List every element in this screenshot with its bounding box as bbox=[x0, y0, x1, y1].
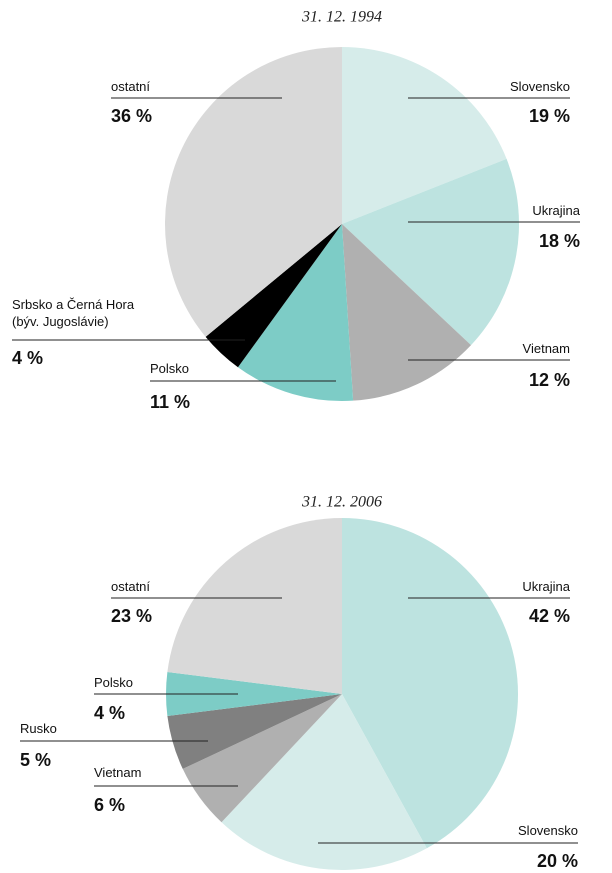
pie-slice bbox=[237, 224, 354, 401]
slice-label: Srbsko a Černá Hora (býv. Jugoslávie) bbox=[12, 297, 135, 329]
pie-slice bbox=[166, 671, 342, 717]
slice-label: Vietnam bbox=[94, 765, 142, 780]
slice-label: Ukrajina bbox=[532, 203, 580, 218]
slice-value-label: 4 % bbox=[12, 348, 44, 368]
pie-slice bbox=[165, 46, 342, 337]
slice-value-label: 23 % bbox=[111, 606, 153, 626]
pie-slice bbox=[342, 158, 519, 346]
slice-label: Vietnam bbox=[522, 341, 570, 356]
slice-value-label: 18 % bbox=[538, 231, 580, 251]
pie-slice bbox=[342, 518, 518, 849]
slice-value-label: 12 % bbox=[528, 370, 570, 390]
slice-label: Polsko bbox=[94, 675, 134, 690]
slice-value-label: 11 % bbox=[150, 392, 191, 412]
pie-slice bbox=[342, 47, 507, 224]
slice-label: ostatní bbox=[111, 79, 151, 94]
pie-slice bbox=[342, 224, 472, 401]
slice-label: Rusko bbox=[20, 721, 57, 736]
slice-value-label: 4 % bbox=[94, 703, 126, 723]
slice-label: Ukrajina bbox=[522, 579, 570, 594]
pie-slice bbox=[182, 694, 342, 823]
pie-slice bbox=[221, 694, 427, 870]
slice-value-label: 6 % bbox=[94, 795, 126, 815]
slice-label: ostatní bbox=[111, 579, 151, 594]
chart-title: 31. 12. 1994 bbox=[301, 9, 382, 26]
slice-label: Polsko bbox=[150, 361, 190, 376]
slice-value-label: 36 % bbox=[111, 106, 153, 126]
pie-slice bbox=[167, 518, 342, 694]
pie-slice bbox=[205, 224, 342, 368]
slice-value-label: 20 % bbox=[536, 851, 578, 871]
pie-slice bbox=[167, 694, 342, 769]
slice-label: Slovensko bbox=[510, 79, 570, 94]
chart-title: 31. 12. 2006 bbox=[301, 494, 382, 511]
slice-value-label: 42 % bbox=[528, 606, 570, 626]
slice-value-label: 19 % bbox=[528, 106, 570, 126]
slice-value-label: 5 % bbox=[20, 750, 52, 770]
slice-label: Slovensko bbox=[518, 823, 578, 838]
